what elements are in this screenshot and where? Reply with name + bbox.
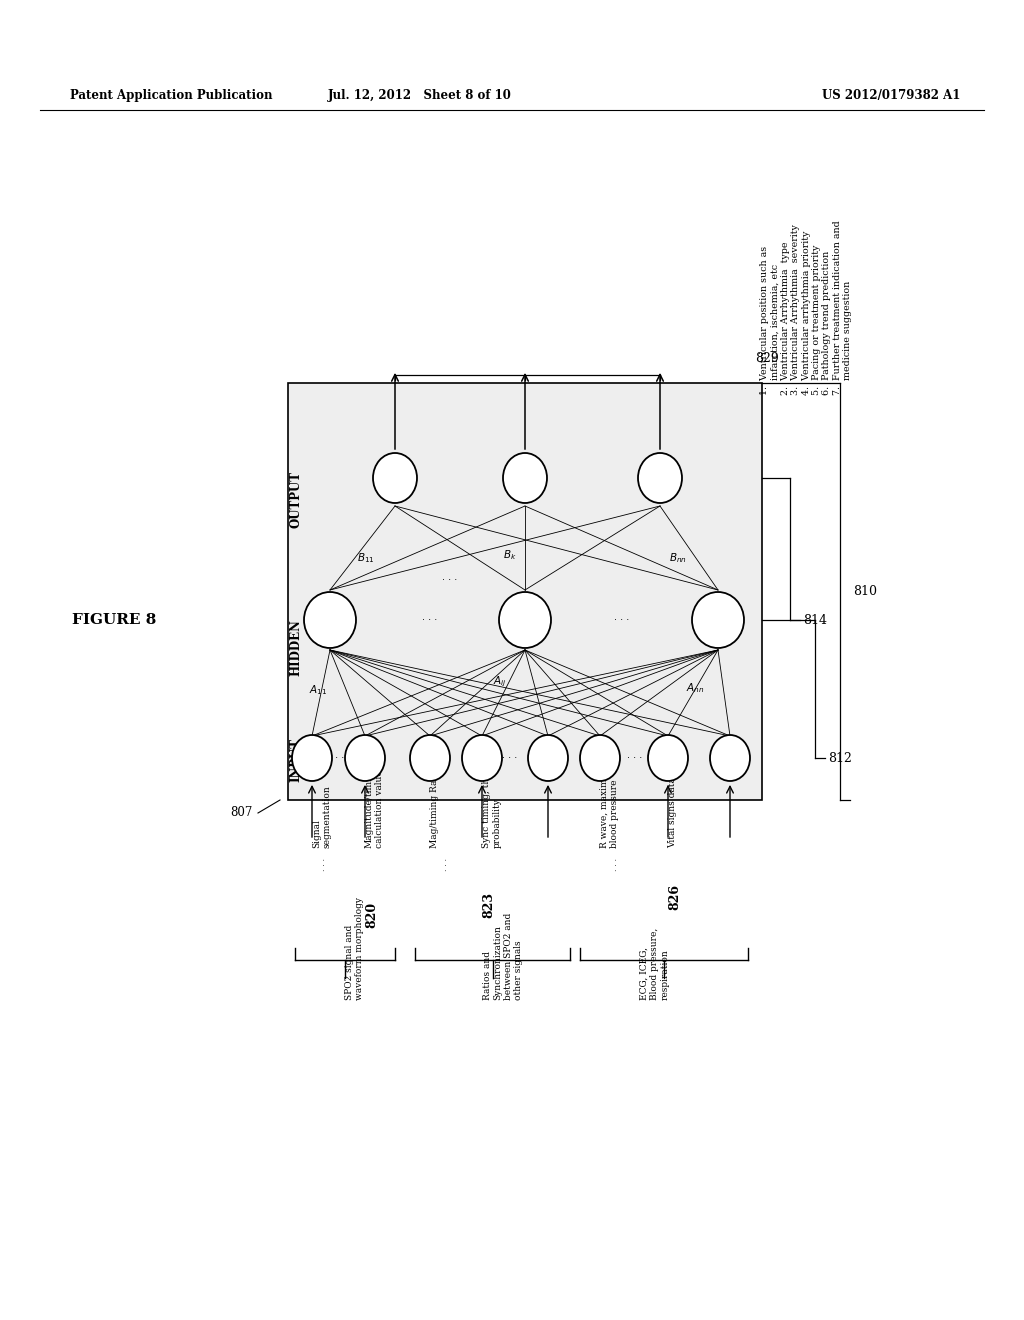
Text: R wave, maximum
blood pressure: R wave, maximum blood pressure <box>600 764 620 847</box>
Text: 814: 814 <box>803 614 827 627</box>
Text: HIDDEN: HIDDEN <box>289 619 302 676</box>
Text: $B_{nn}$: $B_{nn}$ <box>669 552 687 565</box>
Ellipse shape <box>373 453 417 503</box>
Ellipse shape <box>503 453 547 503</box>
Text: Sync timing, threshold,
probability: Sync timing, threshold, probability <box>482 741 502 847</box>
Text: Jul. 12, 2012   Sheet 8 of 10: Jul. 12, 2012 Sheet 8 of 10 <box>328 88 512 102</box>
Ellipse shape <box>710 735 750 781</box>
Ellipse shape <box>638 453 682 503</box>
Text: · · ·: · · · <box>614 615 630 624</box>
Text: · · ·: · · · <box>613 858 623 871</box>
Text: · · ·: · · · <box>517 480 532 491</box>
Text: Vital signs data: Vital signs data <box>668 777 677 847</box>
Ellipse shape <box>528 735 568 781</box>
Text: SPO2 signal and
waveform morphology: SPO2 signal and waveform morphology <box>345 898 365 1001</box>
Ellipse shape <box>345 735 385 781</box>
Text: OUTPUT: OUTPUT <box>289 471 302 528</box>
Ellipse shape <box>410 735 450 781</box>
Text: · · ·: · · · <box>422 615 437 624</box>
Ellipse shape <box>462 735 502 781</box>
Ellipse shape <box>499 591 551 648</box>
Text: · · ·: · · · <box>330 752 345 763</box>
Text: Ratios and
Synchronization
between SPO2 and
other signals: Ratios and Synchronization between SPO2 … <box>483 912 523 1001</box>
Text: Signal
segmentation: Signal segmentation <box>312 785 332 847</box>
Text: $A_{11}$: $A_{11}$ <box>309 684 327 697</box>
Text: $A_{ij}$: $A_{ij}$ <box>494 675 507 689</box>
Text: 807: 807 <box>230 807 253 820</box>
Text: US 2012/0179382 A1: US 2012/0179382 A1 <box>821 88 961 102</box>
Text: 1.  Ventricular position such as
     infarction, ischemia, etc
2.  Ventricular : 1. Ventricular position such as infarcti… <box>760 220 852 395</box>
Ellipse shape <box>304 591 356 648</box>
Text: 829: 829 <box>755 351 778 364</box>
Text: Patent Application Publication: Patent Application Publication <box>70 88 272 102</box>
Text: $A_{nn}$: $A_{nn}$ <box>686 681 705 694</box>
Ellipse shape <box>648 735 688 781</box>
Ellipse shape <box>692 591 744 648</box>
Text: 810: 810 <box>853 585 877 598</box>
Text: 812: 812 <box>828 751 852 764</box>
Text: $B_{11}$: $B_{11}$ <box>357 552 375 565</box>
Text: Magnitude/timing
calculation values: Magnitude/timing calculation values <box>365 766 384 847</box>
Text: FIGURE 8: FIGURE 8 <box>72 612 157 627</box>
Text: INPUT: INPUT <box>289 738 302 781</box>
Text: · · ·: · · · <box>503 752 517 763</box>
Text: ECG, ICEG,
Blood pressure,
respiration: ECG, ICEG, Blood pressure, respiration <box>640 928 670 1001</box>
Text: · · ·: · · · <box>443 858 453 871</box>
Bar <box>288 383 762 800</box>
Text: · · ·: · · · <box>321 858 330 871</box>
Ellipse shape <box>292 735 332 781</box>
Text: 826: 826 <box>668 884 681 909</box>
Text: · · ·: · · · <box>628 752 643 763</box>
Text: · · ·: · · · <box>442 576 458 585</box>
Text: $B_k$: $B_k$ <box>503 548 517 562</box>
Text: 820: 820 <box>365 902 378 928</box>
Text: Mag/timing Ratio: Mag/timing Ratio <box>430 767 439 847</box>
Ellipse shape <box>580 735 620 781</box>
Text: 823: 823 <box>482 892 495 917</box>
